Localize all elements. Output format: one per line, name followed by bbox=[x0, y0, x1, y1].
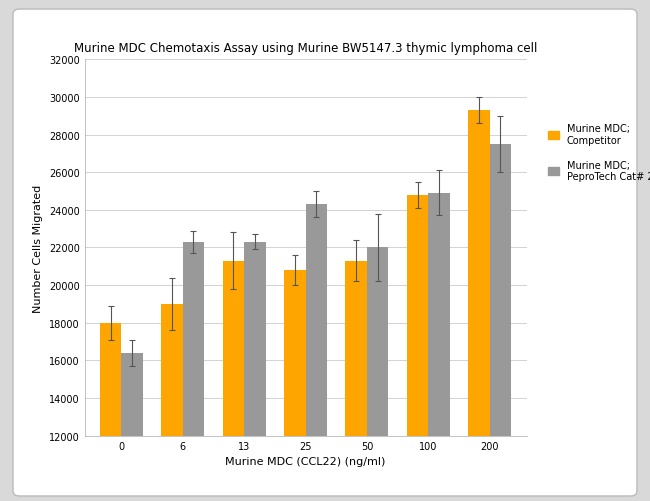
Bar bbox=[244, 242, 266, 501]
Bar bbox=[284, 271, 306, 501]
Title: Murine MDC Chemotaxis Assay using Murine BW5147.3 thymic lymphoma cell: Murine MDC Chemotaxis Assay using Murine… bbox=[74, 42, 537, 55]
Bar bbox=[100, 323, 122, 501]
Bar bbox=[367, 248, 389, 501]
Bar bbox=[407, 195, 428, 501]
Bar bbox=[428, 193, 450, 501]
Bar bbox=[183, 242, 204, 501]
Bar bbox=[161, 304, 183, 501]
Bar bbox=[489, 145, 511, 501]
X-axis label: Murine MDC (CCL22) (ng/ml): Murine MDC (CCL22) (ng/ml) bbox=[226, 456, 385, 466]
Bar bbox=[345, 261, 367, 501]
Bar bbox=[306, 205, 327, 501]
Legend: Murine MDC;
Competitor, Murine MDC;
PeproTech Cat# 250-23: Murine MDC; Competitor, Murine MDC; Pepr… bbox=[545, 121, 650, 185]
Bar bbox=[122, 353, 143, 501]
Bar bbox=[222, 261, 244, 501]
Bar bbox=[468, 111, 489, 501]
Y-axis label: Number Cells Migrated: Number Cells Migrated bbox=[33, 184, 43, 312]
